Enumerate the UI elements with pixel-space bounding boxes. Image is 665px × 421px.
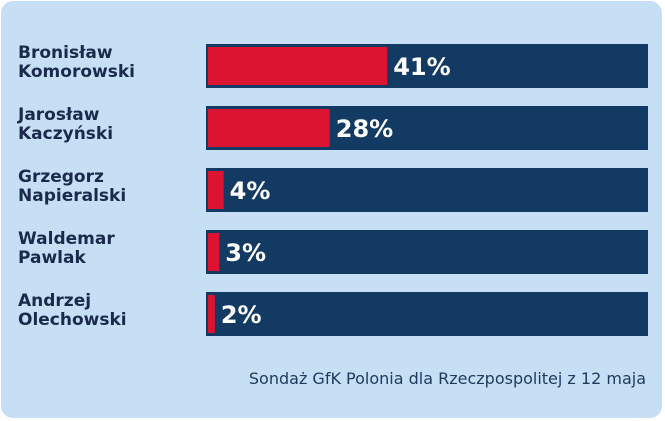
category-label-line: Waldemar (18, 229, 115, 249)
source-note: Sondaż GfK Polonia dla Rzeczpospolitej z… (248, 369, 646, 388)
value-label: 2% (221, 301, 262, 329)
category-label-line: Andrzej (18, 291, 91, 311)
value-label: 28% (336, 115, 393, 143)
bar-track (206, 230, 648, 274)
category-label: Andrzej Olechowski (18, 291, 127, 330)
value-label: 4% (230, 177, 271, 205)
category-label: Waldemar Pawlak (18, 229, 115, 268)
category-label: Grzegorz Napieralski (18, 167, 126, 206)
bar (208, 109, 330, 147)
category-label: Bronisław Komorowski (18, 43, 135, 82)
bar (208, 295, 215, 333)
category-label-line: Jarosław (17, 105, 100, 125)
value-label: 3% (225, 239, 266, 267)
bar (208, 171, 224, 209)
category-label-line: Napieralski (18, 186, 126, 206)
value-label: 41% (393, 53, 450, 81)
bar-chart: 41% Bronisław Komorowski 28% Jarosław Kaczyńs… (17, 43, 648, 336)
category-label-line: Olechowski (18, 310, 127, 330)
bar (208, 233, 220, 271)
category-label-line: Kaczyński (18, 124, 113, 144)
category-label-line: Grzegorz (18, 167, 104, 187)
bar (208, 47, 388, 85)
category-label-line: Bronisław (18, 43, 113, 63)
category-label-line: Pawlak (18, 248, 86, 268)
bar-track (206, 168, 648, 212)
category-label-line: Komorowski (18, 62, 135, 82)
category-label: Jarosław Kaczyński (17, 105, 113, 144)
bar-track (206, 292, 648, 336)
